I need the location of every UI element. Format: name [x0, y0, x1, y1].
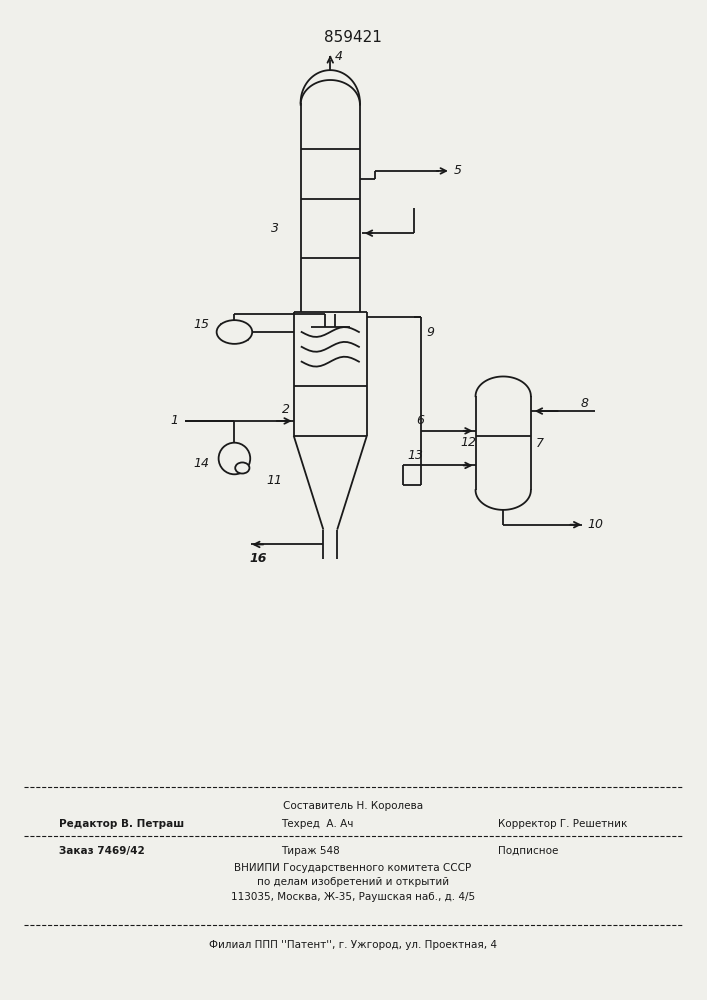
- Text: Составитель Н. Королева: Составитель Н. Королева: [283, 801, 423, 811]
- Text: 6: 6: [416, 414, 424, 427]
- Text: 15: 15: [193, 318, 209, 331]
- Text: 8: 8: [580, 397, 588, 410]
- Text: 1: 1: [170, 414, 178, 427]
- Text: Тираж 548: Тираж 548: [281, 846, 339, 856]
- Text: 11: 11: [266, 474, 282, 487]
- Text: 10: 10: [588, 518, 603, 531]
- Text: 16: 16: [250, 552, 267, 565]
- Text: по делам изобретений и открытий: по делам изобретений и открытий: [257, 877, 449, 887]
- Text: 9: 9: [426, 326, 434, 339]
- Text: Корректор Г. Решетник: Корректор Г. Решетник: [498, 819, 628, 829]
- Text: 7: 7: [536, 437, 544, 450]
- Text: 113035, Москва, Ж-35, Раушская наб., д. 4/5: 113035, Москва, Ж-35, Раушская наб., д. …: [231, 892, 475, 902]
- Text: Заказ 7469/42: Заказ 7469/42: [59, 846, 144, 856]
- Text: 5: 5: [454, 164, 462, 177]
- Text: 859421: 859421: [324, 30, 382, 45]
- Text: 12: 12: [461, 436, 477, 449]
- Text: Техред  А. Ач: Техред А. Ач: [281, 819, 354, 829]
- Text: Подписное: Подписное: [498, 846, 559, 856]
- Text: Редактор В. Петраш: Редактор В. Петраш: [59, 819, 184, 829]
- Text: Филиал ППП ''Патент'', г. Ужгород, ул. Проектная, 4: Филиал ППП ''Патент'', г. Ужгород, ул. П…: [209, 940, 497, 950]
- Ellipse shape: [216, 320, 252, 344]
- Ellipse shape: [235, 462, 250, 474]
- Ellipse shape: [218, 443, 250, 474]
- Text: 13: 13: [407, 449, 423, 462]
- Text: 3: 3: [271, 222, 279, 235]
- Text: 4: 4: [335, 50, 343, 63]
- Text: 14: 14: [193, 457, 209, 470]
- Text: 2: 2: [282, 403, 290, 416]
- Text: ВНИИПИ Государственного комитета СССР: ВНИИПИ Государственного комитета СССР: [235, 863, 472, 873]
